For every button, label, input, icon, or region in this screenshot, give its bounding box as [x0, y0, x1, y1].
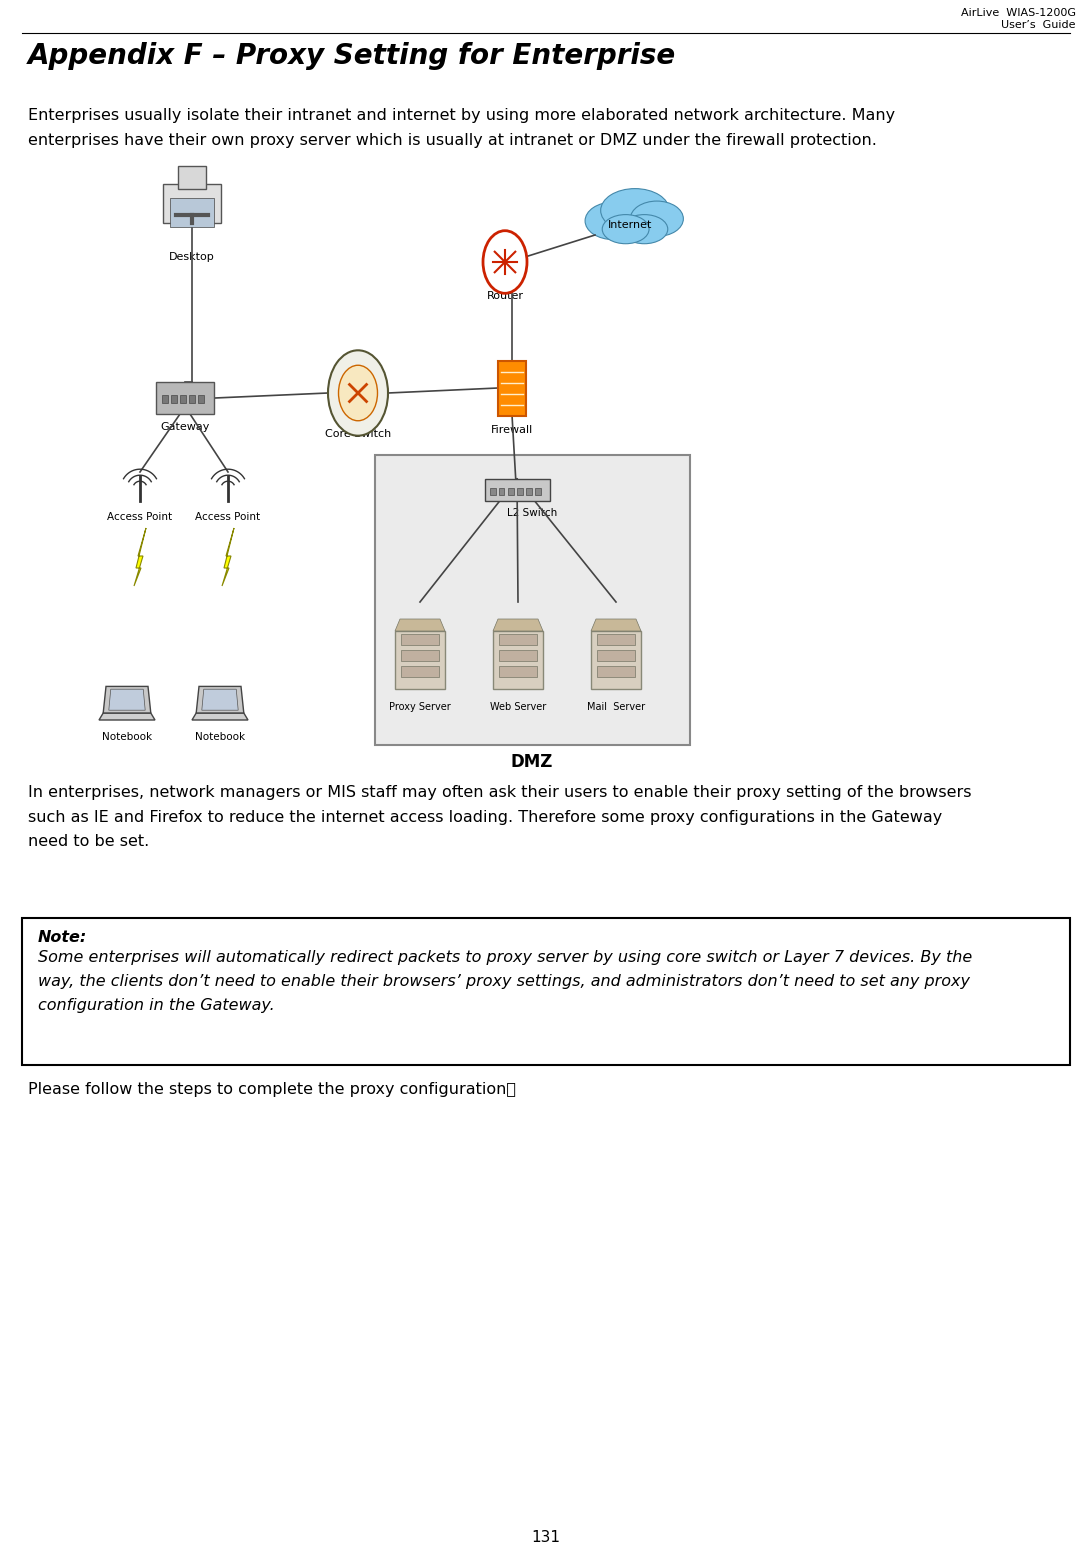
FancyBboxPatch shape — [395, 631, 446, 688]
FancyBboxPatch shape — [499, 667, 537, 678]
Text: Note:: Note: — [38, 929, 87, 945]
FancyBboxPatch shape — [499, 650, 537, 660]
Text: 131: 131 — [532, 1531, 560, 1545]
Polygon shape — [109, 690, 145, 710]
FancyBboxPatch shape — [189, 395, 195, 402]
Text: Core Switch: Core Switch — [325, 429, 391, 438]
Ellipse shape — [621, 214, 668, 244]
Text: Router: Router — [487, 291, 523, 301]
FancyBboxPatch shape — [591, 631, 641, 688]
FancyBboxPatch shape — [162, 395, 168, 402]
FancyBboxPatch shape — [170, 197, 214, 227]
FancyBboxPatch shape — [375, 455, 690, 744]
Text: Web Server: Web Server — [490, 702, 546, 712]
Circle shape — [328, 350, 388, 435]
Text: Appendix F – Proxy Setting for Enterprise: Appendix F – Proxy Setting for Enterpris… — [28, 42, 676, 70]
FancyBboxPatch shape — [492, 631, 543, 688]
Polygon shape — [104, 687, 151, 713]
FancyBboxPatch shape — [401, 650, 439, 660]
Text: User’s  Guide: User’s Guide — [1001, 20, 1076, 30]
FancyBboxPatch shape — [499, 634, 537, 645]
Ellipse shape — [630, 200, 684, 236]
FancyBboxPatch shape — [485, 479, 549, 500]
FancyBboxPatch shape — [178, 166, 206, 190]
Text: Mail  Server: Mail Server — [586, 702, 645, 712]
Text: Some enterprises will automatically redirect packets to proxy server by using co: Some enterprises will automatically redi… — [38, 949, 972, 1013]
FancyBboxPatch shape — [499, 488, 505, 496]
Circle shape — [483, 230, 527, 294]
Polygon shape — [222, 528, 234, 586]
FancyBboxPatch shape — [401, 634, 439, 645]
Text: Access Point: Access Point — [107, 511, 173, 522]
Polygon shape — [99, 713, 155, 720]
Polygon shape — [197, 687, 244, 713]
Text: Please follow the steps to complete the proxy configuration：: Please follow the steps to complete the … — [28, 1082, 517, 1097]
FancyBboxPatch shape — [597, 650, 636, 660]
Text: L2 Switch: L2 Switch — [507, 508, 557, 517]
FancyBboxPatch shape — [534, 488, 541, 496]
Text: AirLive  WIAS-1200G: AirLive WIAS-1200G — [961, 8, 1076, 19]
FancyBboxPatch shape — [498, 361, 526, 415]
FancyBboxPatch shape — [525, 488, 532, 496]
Circle shape — [339, 365, 378, 421]
Text: Enterprises usually isolate their intranet and internet by using more elaborated: Enterprises usually isolate their intran… — [28, 107, 895, 148]
FancyBboxPatch shape — [164, 183, 221, 222]
FancyBboxPatch shape — [180, 395, 186, 402]
FancyBboxPatch shape — [489, 488, 496, 496]
FancyBboxPatch shape — [401, 667, 439, 678]
FancyBboxPatch shape — [597, 634, 636, 645]
FancyBboxPatch shape — [171, 395, 177, 402]
Text: Notebook: Notebook — [102, 732, 152, 741]
Polygon shape — [192, 713, 248, 720]
FancyBboxPatch shape — [22, 918, 1070, 1064]
FancyBboxPatch shape — [508, 488, 513, 496]
FancyBboxPatch shape — [156, 382, 214, 413]
Polygon shape — [591, 618, 641, 631]
Polygon shape — [395, 618, 446, 631]
Ellipse shape — [601, 188, 669, 232]
Text: Proxy Server: Proxy Server — [389, 702, 451, 712]
Polygon shape — [134, 528, 146, 586]
Text: Access Point: Access Point — [195, 511, 261, 522]
Text: Notebook: Notebook — [195, 732, 245, 741]
Ellipse shape — [603, 214, 649, 244]
Text: Internet: Internet — [608, 221, 652, 230]
Polygon shape — [492, 618, 543, 631]
Ellipse shape — [585, 202, 641, 239]
Polygon shape — [202, 690, 238, 710]
FancyBboxPatch shape — [198, 395, 204, 402]
Text: Desktop: Desktop — [169, 252, 215, 263]
Text: Firewall: Firewall — [491, 424, 533, 435]
Text: In enterprises, network managers or MIS staff may often ask their users to enabl: In enterprises, network managers or MIS … — [28, 785, 972, 848]
FancyBboxPatch shape — [517, 488, 522, 496]
FancyBboxPatch shape — [597, 667, 636, 678]
Text: DMZ: DMZ — [511, 754, 554, 771]
Text: Gateway: Gateway — [161, 423, 210, 432]
